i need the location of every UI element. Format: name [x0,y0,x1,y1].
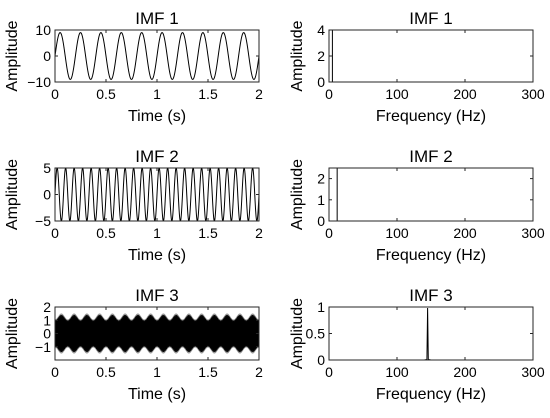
subplot-title: IMF 1 [409,9,452,28]
x-tick-label: 0 [325,86,333,102]
x-tick-label: 2 [255,86,263,102]
y-tick-label: −10 [27,74,51,90]
x-axis-label: Frequency (Hz) [376,247,486,264]
plot-area [55,32,259,80]
axes-box [328,306,534,361]
x-tick-label: 1.5 [198,86,218,102]
y-tick-label: 1 [317,192,325,208]
x-axis-label: Time (s) [128,108,186,125]
x-tick-label: 300 [521,225,545,241]
y-axis-label: Amplitude [4,159,21,230]
plot-area [329,168,499,221]
x-tick-label: 0.5 [96,86,116,102]
x-tick-label: 0 [51,86,59,102]
x-tick-label: 1 [153,225,161,241]
series-line-1 [329,30,499,82]
x-tick-label: 1 [153,364,161,380]
y-axis-label: Amplitude [289,159,306,230]
y-tick-label: 0 [43,187,51,203]
series-line-1 [55,32,259,80]
x-tick-label: 0 [325,225,333,241]
y-tick-label: 10 [35,22,51,38]
y-tick-label: 0 [317,74,325,90]
y-tick-label: −5 [35,213,51,229]
x-tick-label: 2 [255,225,263,241]
series-line-1 [329,308,499,360]
x-axis-label: Time (s) [128,386,186,403]
x-tick-label: 300 [521,86,545,102]
x-tick-label: 2 [255,364,263,380]
x-axis-label: Time (s) [128,247,186,264]
y-tick-label: 0.5 [306,326,326,342]
x-tick-label: 200 [453,364,477,380]
x-tick-label: 1.5 [198,364,218,380]
series-line-1 [55,168,259,221]
x-tick-label: 300 [521,364,545,380]
subplot-title: IMF 3 [135,286,178,305]
plot-area [329,30,499,82]
subplot-4: 0 100 200 300 0 1 2 IMF 2 Frequency (Hz) Amplitud… [289,147,545,264]
y-tick-label: 2 [317,48,325,64]
y-tick-label: 1 [43,312,51,328]
x-tick-label: 0 [51,364,59,380]
y-tick-label: 0 [43,326,51,342]
x-tick-label: 100 [385,86,409,102]
y-tick-label: 2 [317,171,325,187]
subplot-2: 0 100 200 300 0 2 4 IMF 1 Frequency (Hz) Amplitud… [289,9,545,125]
x-tick-label: 100 [385,364,409,380]
y-tick-label: 1 [317,299,325,315]
axes-box [328,29,534,83]
y-axis-label: Amplitude [4,20,21,91]
x-axis-label: Frequency (Hz) [376,386,486,403]
axes-box [328,167,534,222]
x-tick-label: 200 [453,86,477,102]
x-tick-label: 0 [51,225,59,241]
x-tick-label: 1 [153,86,161,102]
x-tick-label: 0.5 [96,364,116,380]
x-tick-label: 200 [453,225,477,241]
x-tick-label: 100 [385,225,409,241]
subplot-title: IMF 2 [135,147,178,166]
plot-area [329,308,499,360]
x-tick-label: 0 [325,364,333,380]
plot-area [55,168,259,221]
y-tick-label: 0 [317,213,325,229]
series-line-1 [55,314,259,353]
series-line-1 [329,168,499,221]
subplot-6: 0 100 200 300 0 0.5 1 IMF 3 Frequency (Hz) Amplit… [289,286,545,403]
subplot-title: IMF 3 [409,286,452,305]
subplot-title: IMF 2 [409,147,452,166]
subplot-title: IMF 1 [135,9,178,28]
y-tick-label: 2 [43,299,51,315]
plot-area [55,313,259,354]
y-axis-label: Amplitude [289,298,306,369]
x-tick-label: 1.5 [198,225,218,241]
y-axis-label: Amplitude [289,20,306,91]
y-tick-label: −1 [35,339,51,355]
y-axis-label: Amplitude [4,298,21,369]
y-tick-label: 0 [317,352,325,368]
y-tick-label: 5 [43,160,51,176]
y-tick-label: 4 [317,22,325,38]
x-tick-label: 0.5 [96,225,116,241]
x-axis-label: Frequency (Hz) [376,108,486,125]
y-tick-label: 0 [43,48,51,64]
